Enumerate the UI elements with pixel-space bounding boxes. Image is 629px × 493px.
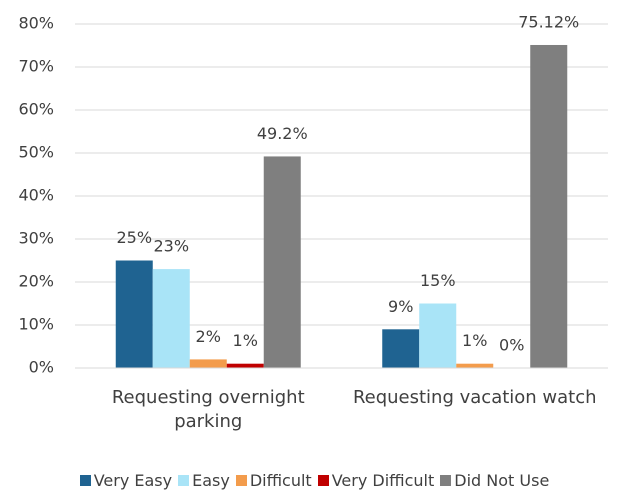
x-tick-label: Requesting vacation watch [352, 387, 597, 408]
y-tick-label: 50% [18, 143, 54, 162]
value-label: 1% [462, 331, 487, 350]
value-label: 75.12% [518, 12, 579, 31]
value-label: 49.2% [257, 124, 308, 143]
value-label: 1% [233, 331, 258, 350]
y-tick-label: 60% [18, 100, 54, 119]
y-tick-label: 80% [18, 14, 54, 33]
bar [382, 329, 420, 368]
legend: Very Easy Easy Difficult Very Difficult Did … [0, 471, 629, 490]
y-tick-label: 40% [18, 186, 54, 205]
legend-swatch [178, 475, 190, 486]
bar [530, 44, 568, 368]
y-tick-label: 20% [18, 272, 54, 291]
value-label: 2% [196, 327, 221, 346]
legend-swatch [440, 475, 452, 486]
bar [419, 303, 457, 368]
bar [456, 363, 494, 368]
legend-item: Difficult [235, 471, 312, 490]
x-tick-label: Requesting overnight parking [111, 387, 305, 432]
legend-label: Difficult [249, 471, 312, 490]
value-label: 0% [499, 336, 524, 355]
value-label: 9% [388, 297, 413, 316]
bar [226, 363, 264, 368]
value-label: 23% [153, 237, 189, 256]
legend-item: Easy [178, 471, 230, 490]
legend-swatch [79, 475, 91, 486]
legend-item: Very Easy [79, 471, 173, 490]
y-tick-label: 30% [18, 229, 54, 248]
legend-swatch [317, 475, 329, 486]
legend-label: Did Not Use [454, 471, 550, 490]
legend-swatch [235, 475, 247, 486]
bar [115, 260, 153, 368]
legend-label: Easy [192, 471, 230, 490]
value-label: 15% [420, 271, 456, 290]
bar [189, 359, 227, 368]
legend-item: Very Difficult [317, 471, 435, 490]
bar [263, 156, 301, 368]
y-tick-label: 0% [29, 358, 54, 377]
value-label: 25% [116, 228, 152, 247]
y-tick-label: 70% [18, 57, 54, 76]
bar [152, 269, 190, 368]
legend-item: Did Not Use [440, 471, 549, 490]
legend-label: Very Difficult [331, 471, 435, 490]
legend-label: Very Easy [93, 471, 173, 490]
y-tick-label: 10% [18, 315, 54, 334]
